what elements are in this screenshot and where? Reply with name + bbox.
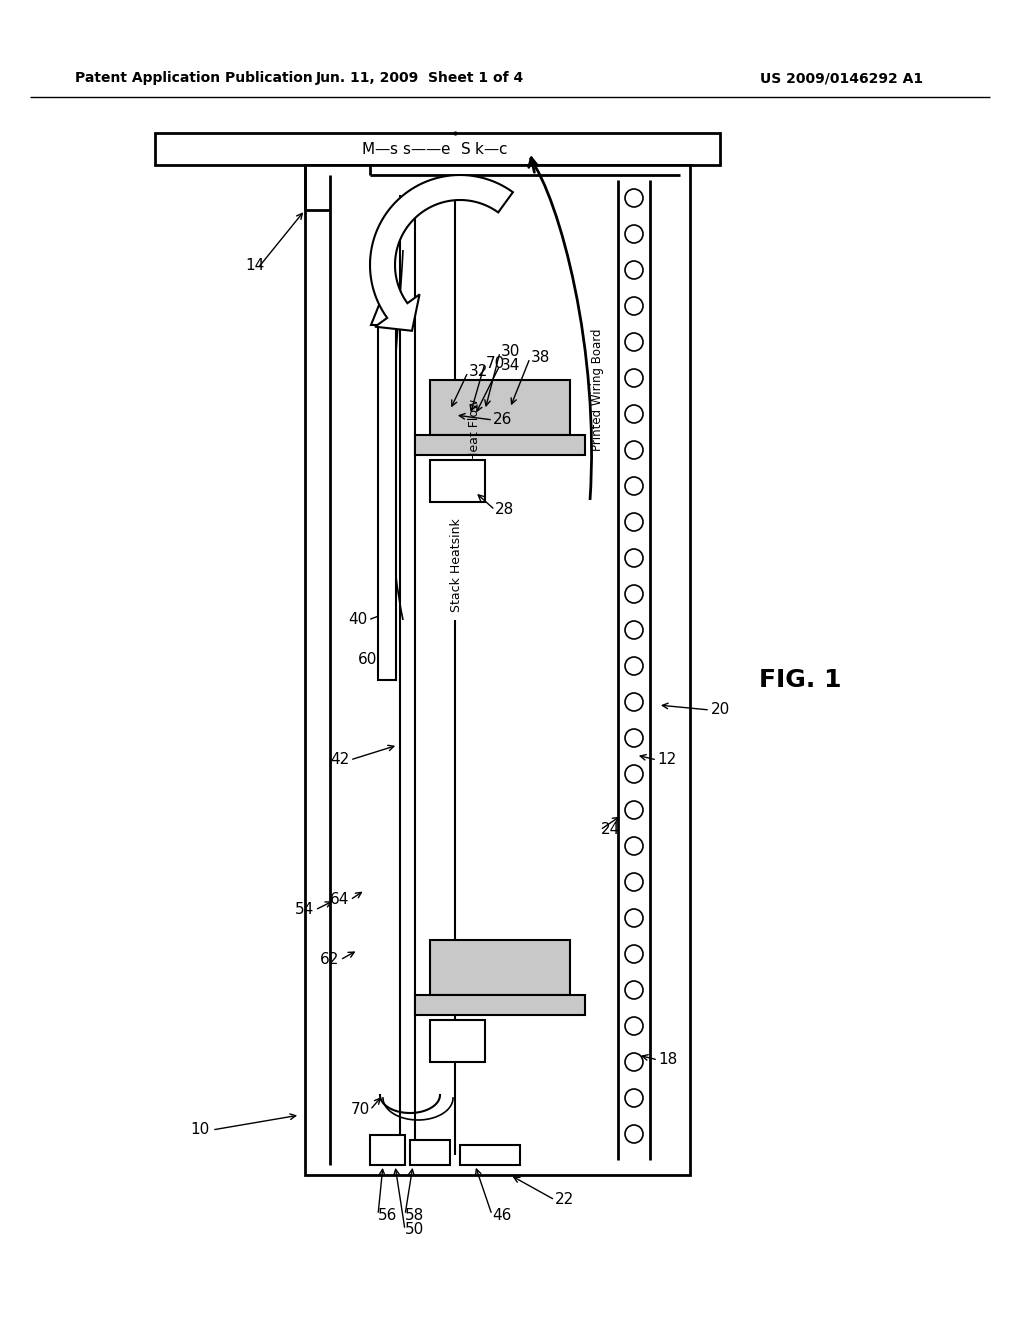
Text: 34: 34 — [501, 358, 520, 372]
Bar — [430, 459, 485, 502]
Bar — [460, 1144, 520, 1166]
Circle shape — [625, 585, 643, 603]
Circle shape — [625, 766, 643, 783]
Circle shape — [625, 981, 643, 999]
Bar — [430, 1020, 485, 1063]
Text: 70: 70 — [350, 1102, 370, 1118]
Text: 14: 14 — [246, 257, 264, 272]
Text: 40: 40 — [348, 612, 368, 627]
Text: Heat Flow: Heat Flow — [469, 399, 481, 461]
Text: 46: 46 — [493, 1208, 512, 1222]
Text: 18: 18 — [658, 1052, 678, 1068]
Text: FIG. 1: FIG. 1 — [759, 668, 842, 692]
Circle shape — [625, 370, 643, 387]
Text: 42: 42 — [331, 752, 349, 767]
Bar — [430, 940, 570, 995]
Circle shape — [625, 441, 643, 459]
Circle shape — [625, 297, 643, 315]
Bar — [410, 1140, 450, 1166]
Text: 28: 28 — [496, 503, 515, 517]
Bar — [430, 380, 570, 436]
Circle shape — [625, 693, 643, 711]
Circle shape — [625, 1053, 643, 1071]
Circle shape — [625, 477, 643, 495]
Text: 32: 32 — [468, 364, 487, 380]
Polygon shape — [371, 285, 403, 680]
Polygon shape — [370, 176, 513, 331]
Text: 10: 10 — [190, 1122, 210, 1138]
Text: 50: 50 — [406, 1222, 425, 1238]
Circle shape — [625, 945, 643, 964]
Text: 30: 30 — [501, 345, 520, 359]
Bar — [155, 133, 720, 165]
Circle shape — [625, 909, 643, 927]
Circle shape — [625, 513, 643, 531]
Bar — [370, 1135, 406, 1166]
Text: 58: 58 — [406, 1208, 425, 1222]
Text: US 2009/0146292 A1: US 2009/0146292 A1 — [760, 71, 923, 84]
Text: Stack Heatsink: Stack Heatsink — [451, 519, 464, 612]
Text: 62: 62 — [321, 953, 340, 968]
Circle shape — [625, 801, 643, 818]
Circle shape — [625, 549, 643, 568]
Circle shape — [625, 189, 643, 207]
Circle shape — [625, 837, 643, 855]
Text: $\mathsf{M — s\ s — — e\ \ S\ k — c}$: $\mathsf{M — s\ s — — e\ \ S\ k — c}$ — [361, 141, 509, 157]
Circle shape — [625, 873, 643, 891]
Text: 12: 12 — [657, 752, 677, 767]
Circle shape — [625, 729, 643, 747]
Circle shape — [625, 333, 643, 351]
Text: 60: 60 — [358, 652, 378, 668]
Text: 24: 24 — [600, 822, 620, 837]
Text: 26: 26 — [494, 412, 513, 428]
Text: 56: 56 — [378, 1208, 397, 1222]
Bar — [305, 165, 690, 1175]
Text: Jun. 11, 2009  Sheet 1 of 4: Jun. 11, 2009 Sheet 1 of 4 — [315, 71, 524, 84]
Circle shape — [625, 620, 643, 639]
Circle shape — [625, 1125, 643, 1143]
Text: 70: 70 — [485, 355, 505, 371]
Text: 22: 22 — [555, 1192, 574, 1208]
Text: 38: 38 — [530, 351, 550, 366]
Text: Printed Wiring Board: Printed Wiring Board — [592, 329, 604, 451]
Circle shape — [625, 405, 643, 422]
Circle shape — [625, 261, 643, 279]
Circle shape — [625, 1089, 643, 1107]
Text: 64: 64 — [331, 892, 349, 908]
Circle shape — [625, 1016, 643, 1035]
Text: Patent Application Publication: Patent Application Publication — [75, 71, 312, 84]
Bar — [415, 995, 585, 1015]
Circle shape — [625, 224, 643, 243]
Circle shape — [625, 657, 643, 675]
Text: 20: 20 — [711, 702, 730, 718]
Text: 54: 54 — [295, 903, 314, 917]
Bar — [415, 436, 585, 455]
